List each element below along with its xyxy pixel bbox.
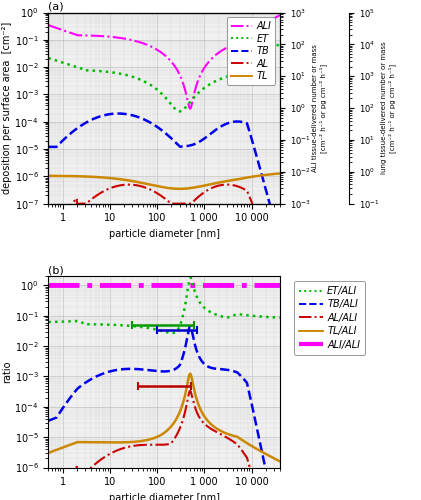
Legend: ET/ALI, TB/ALI, AL/ALI, TL/ALI, ALI/ALI: ET/ALI, TB/ALI, AL/ALI, TL/ALI, ALI/ALI [294, 281, 365, 354]
Y-axis label: ratio: ratio [2, 360, 12, 383]
Y-axis label: ALI tissue-delivered number or mass
[cm⁻² h⁻¹ or pg cm⁻² h⁻¹]: ALI tissue-delivered number or mass [cm⁻… [312, 44, 327, 172]
Text: (b): (b) [48, 266, 64, 276]
Text: (a): (a) [48, 2, 64, 12]
Y-axis label: lung tissue-delivered number or mass
[cm⁻² h⁻¹ or pg cm⁻² h⁻¹]: lung tissue-delivered number or mass [cm… [381, 42, 396, 174]
Y-axis label: deposition per surface area  [cm⁻²]: deposition per surface area [cm⁻²] [2, 22, 12, 194]
X-axis label: particle diameter [nm]: particle diameter [nm] [109, 493, 220, 500]
X-axis label: particle diameter [nm]: particle diameter [nm] [109, 229, 220, 239]
Legend: ALI, ET, TB, AL, TL: ALI, ET, TB, AL, TL [227, 18, 275, 85]
